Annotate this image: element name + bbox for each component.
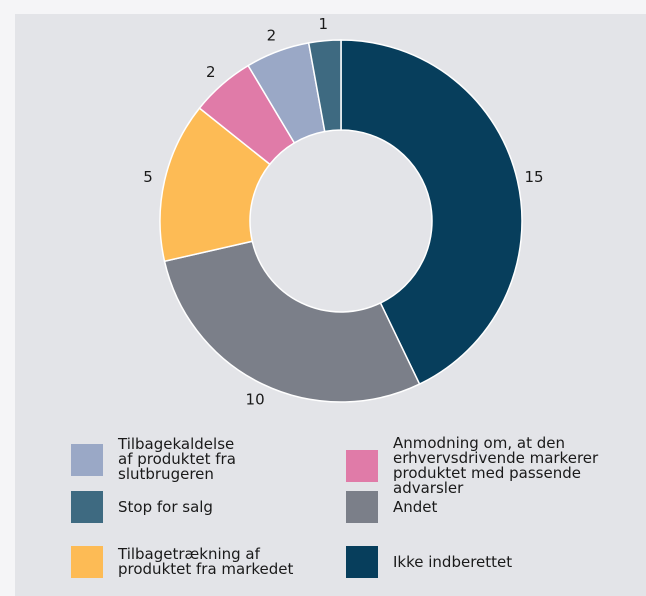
data-label: 2 — [267, 27, 277, 45]
data-label: 5 — [143, 168, 153, 186]
data-label: 1 — [318, 15, 328, 33]
legend-label-withdrawal: Tilbagetrækning af produktet fra markede… — [118, 545, 294, 578]
legend-swatch-stop-sale — [71, 491, 103, 523]
donut-slice — [307, 39, 342, 133]
data-label: 15 — [524, 168, 543, 186]
legend-swatch-recall — [71, 443, 103, 476]
legend-swatch-other — [346, 491, 378, 523]
legend-swatch-not-reported — [346, 546, 378, 578]
legend-item-other: Andet — [346, 491, 437, 523]
legend-item-not-reported: Ikke indberettet — [346, 546, 512, 578]
legend-label-not-reported: Ikke indberettet — [393, 552, 513, 571]
legend-label-recall: Tilbagekaldelse af produktet fra slutbru… — [118, 435, 236, 483]
legend-label-stop-sale: Stop for salg — [118, 497, 213, 516]
legend-label-warning: Anmodning om, at den erhvervsdrivende ma… — [393, 434, 599, 497]
legend-item-warning: Anmodning om, at den erhvervsdrivende ma… — [346, 436, 598, 496]
legend-item-recall: Tilbagekaldelse af produktet fra slutbru… — [71, 437, 236, 482]
legend-swatch-warning — [346, 450, 378, 482]
data-labels: 15 10 5 2 2 1 — [143, 15, 543, 409]
legend-item-stop-sale: Stop for salg — [71, 491, 213, 523]
legend-label-other: Andet — [393, 497, 438, 516]
donut-slices — [159, 39, 523, 403]
data-label: 10 — [246, 390, 265, 408]
donut-slice — [163, 240, 421, 403]
legend-swatch-withdrawal — [71, 546, 103, 578]
data-label: 2 — [206, 63, 216, 81]
donut-slice — [340, 39, 523, 386]
legend-item-withdrawal: Tilbagetrækning af produktet fra markede… — [71, 546, 293, 578]
